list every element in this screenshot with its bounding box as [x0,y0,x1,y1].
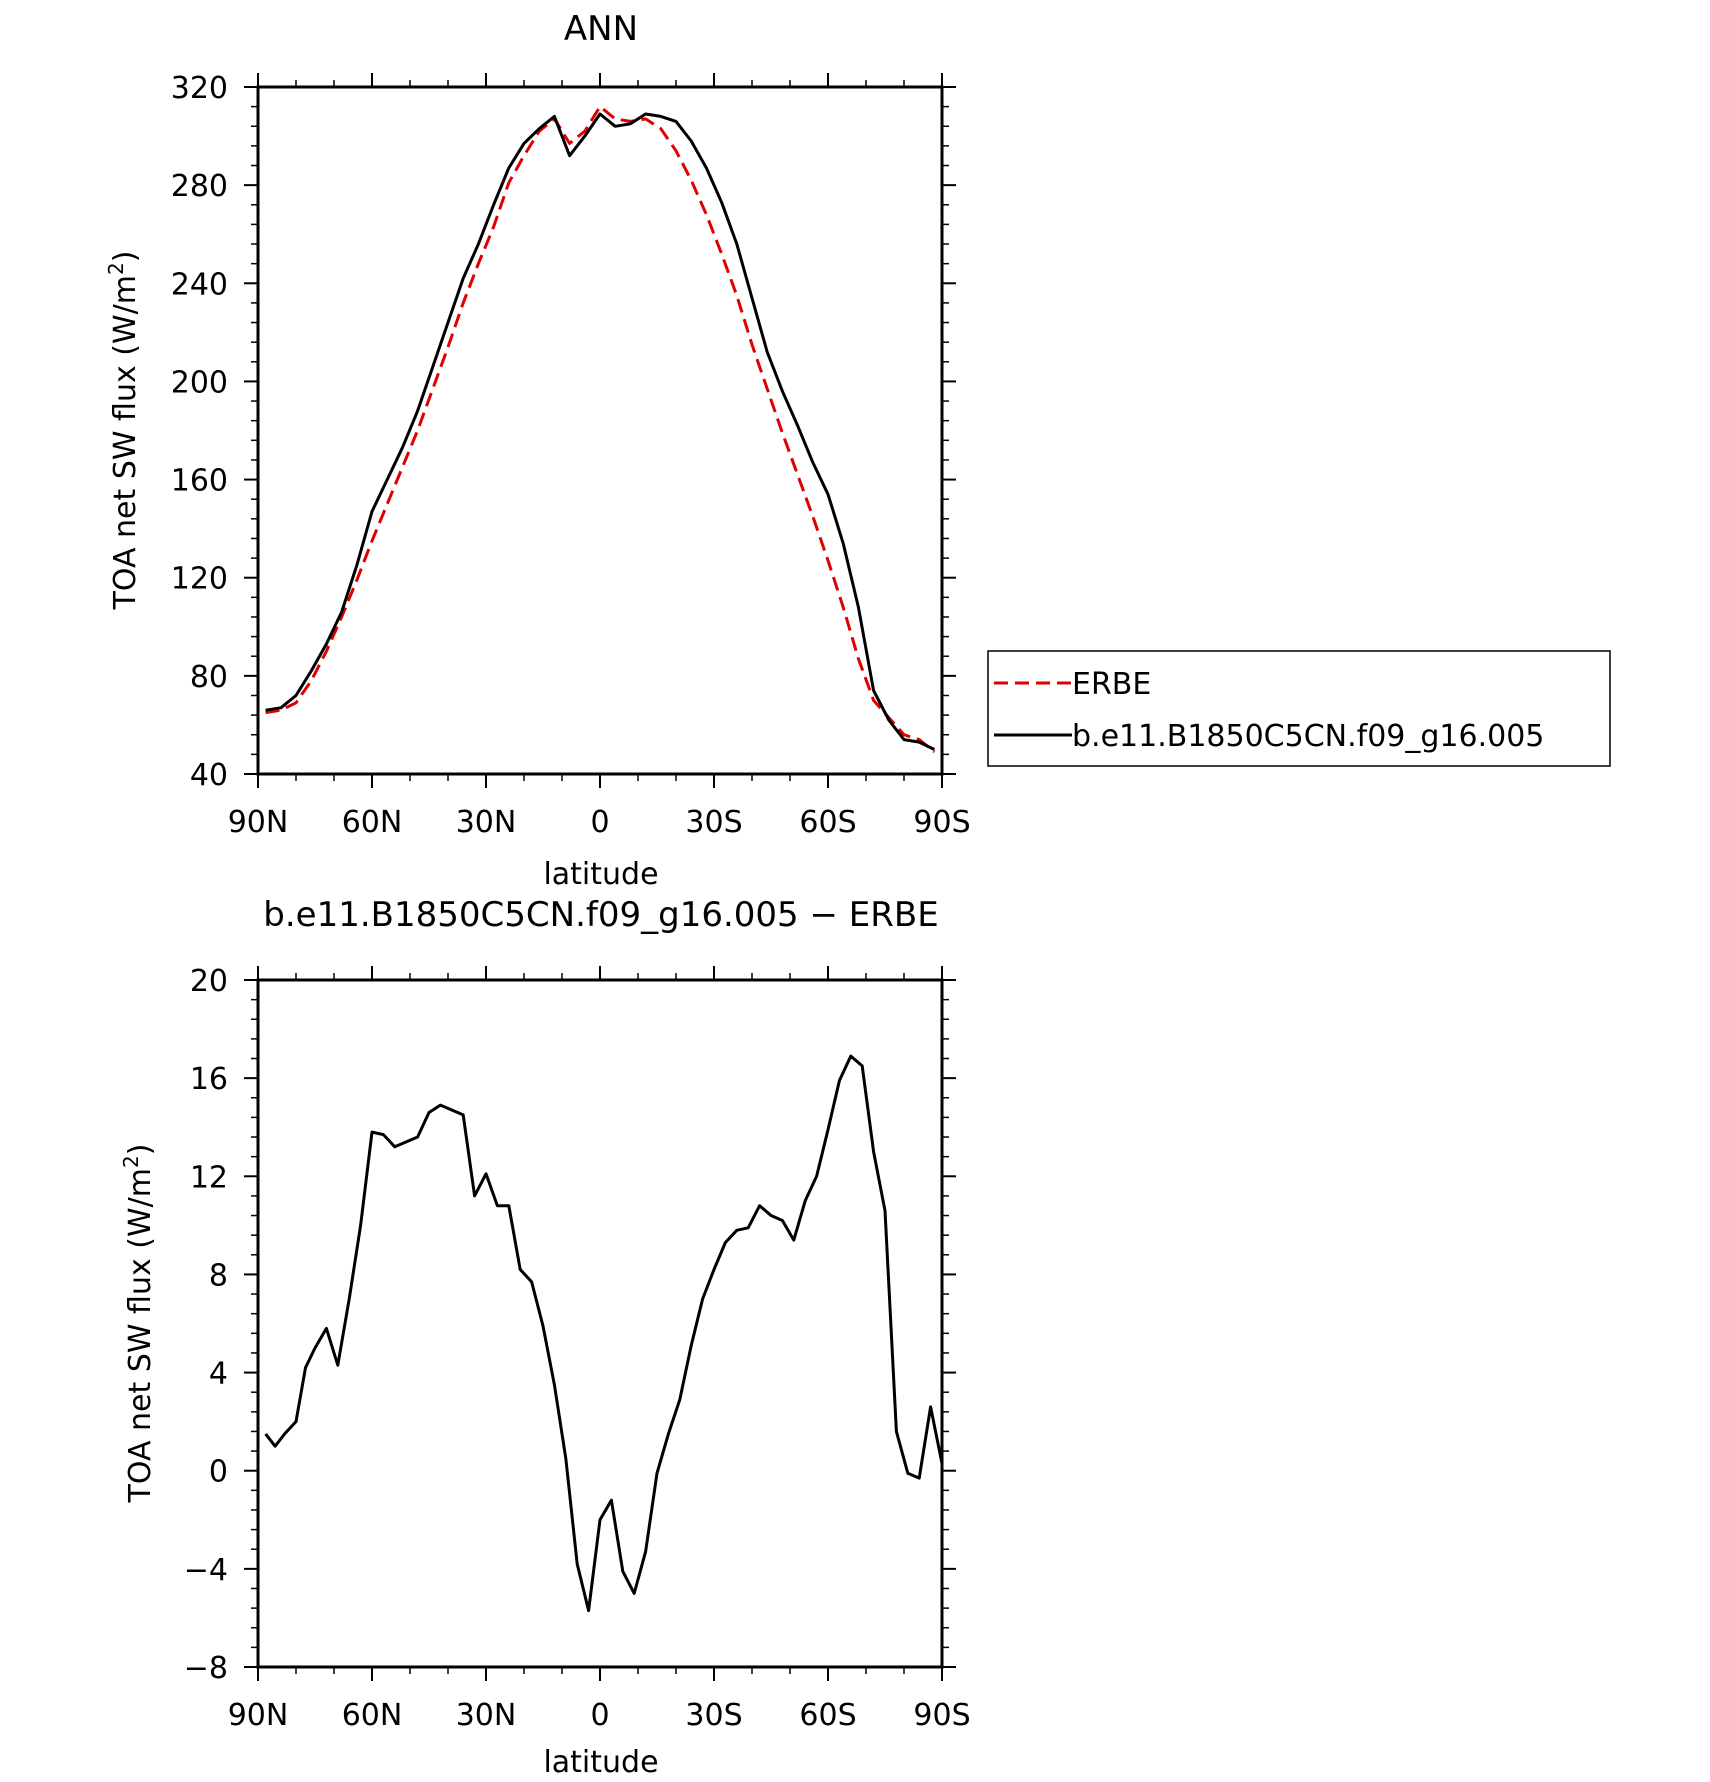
y-tick-label: −4 [184,1553,228,1588]
x-axis-label: latitude [543,1745,658,1777]
tick-marks [244,73,956,788]
panel-bottom: b.e11.B1850C5CN.f09_g16.005 − ERBE 90N 60… [119,895,971,1780]
y-axis-label-text: TOA net SW flux (W/m [123,1168,158,1503]
series-line-0 [264,1054,944,1613]
y-axis-label-text: TOA net SW flux (W/m [108,275,143,610]
x-tick-label: 60N [342,805,403,840]
y-tick-label: 240 [171,267,228,302]
y-tick-label: 80 [190,660,228,695]
y-tick-label: 280 [171,169,228,204]
x-tick-labels: 90N 60N 30N 0 30S 60S 90S [228,805,971,840]
y-tick-label: −8 [184,1651,228,1686]
legend-label-model: b.e11.B1850C5CN.f09_g16.005 [1072,719,1544,754]
legend-box [987,650,1611,767]
x-tick-label: 90S [913,1698,970,1733]
y-tick-label: 200 [171,365,228,400]
y-tick-label: 4 [209,1357,228,1392]
x-tick-label: 30N [456,1698,517,1733]
tick-marks [244,966,956,1681]
y-axis-label-superscript: 2 [119,1155,143,1168]
data-lines [265,105,936,754]
y-tick-label: 320 [171,71,228,106]
x-tick-label: 0 [590,1698,609,1733]
y-axis-label-close: ) [123,1144,158,1156]
panel-top: ANN 90N 60N 30N 0 30S 60S 90S 4080120160200240… [104,9,1611,892]
y-tick-label: 0 [209,1455,228,1490]
y-axis-label-superscript: 2 [104,262,128,275]
x-tick-label: 0 [590,805,609,840]
y-tick-label: 12 [190,1160,228,1195]
x-tick-label: 30S [685,1698,742,1733]
x-tick-label: 90N [228,1698,289,1733]
y-tick-label: 16 [190,1062,228,1097]
y-tick-label: 8 [209,1258,228,1293]
series-line-0 [265,105,936,754]
x-tick-labels: 90N 60N 30N 0 30S 60S 90S [228,1698,971,1733]
y-tick-label: 20 [190,964,228,999]
legend: ERBE b.e11.B1850C5CN.f09_g16.005 [987,650,1611,767]
chart-title: ANN [564,9,638,49]
x-tick-label: 60N [342,1698,403,1733]
y-tick-label: 160 [171,464,228,499]
x-tick-label: 60S [799,805,856,840]
plot-frame [256,85,944,776]
x-tick-label: 30N [456,805,517,840]
y-tick-labels: −8 −4 0 4 8 12 16 20 [184,964,228,1686]
x-tick-label: 90N [228,805,289,840]
y-tick-label: 40 [190,758,228,793]
y-axis-label-close: ) [108,251,143,263]
y-tick-label: 120 [171,562,228,597]
y-axis-label: TOA net SW flux (W/m2) [119,1144,158,1504]
x-axis-label: latitude [543,857,658,892]
chart-title: b.e11.B1850C5CN.f09_g16.005 − ERBE [263,895,938,935]
series-line-1 [265,112,936,751]
y-tick-labels: 40 80 120 160 200 240 280 320 [171,71,228,793]
x-tick-label: 30S [685,805,742,840]
x-tick-label: 90S [913,805,970,840]
legend-label-erbe: ERBE [1072,667,1151,702]
x-tick-label: 60S [799,1698,856,1733]
data-lines [264,1054,944,1613]
y-axis-label: TOA net SW flux (W/m2) [104,251,143,611]
